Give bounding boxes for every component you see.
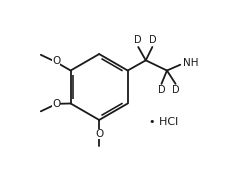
Text: O: O [95, 129, 103, 139]
Text: D: D [134, 35, 142, 45]
Text: NH: NH [183, 58, 198, 68]
Text: O: O [52, 56, 60, 66]
Text: D: D [158, 85, 165, 95]
Text: D: D [148, 35, 156, 45]
Text: • HCl: • HCl [149, 117, 179, 126]
Text: O: O [52, 99, 60, 109]
Text: D: D [172, 85, 179, 95]
